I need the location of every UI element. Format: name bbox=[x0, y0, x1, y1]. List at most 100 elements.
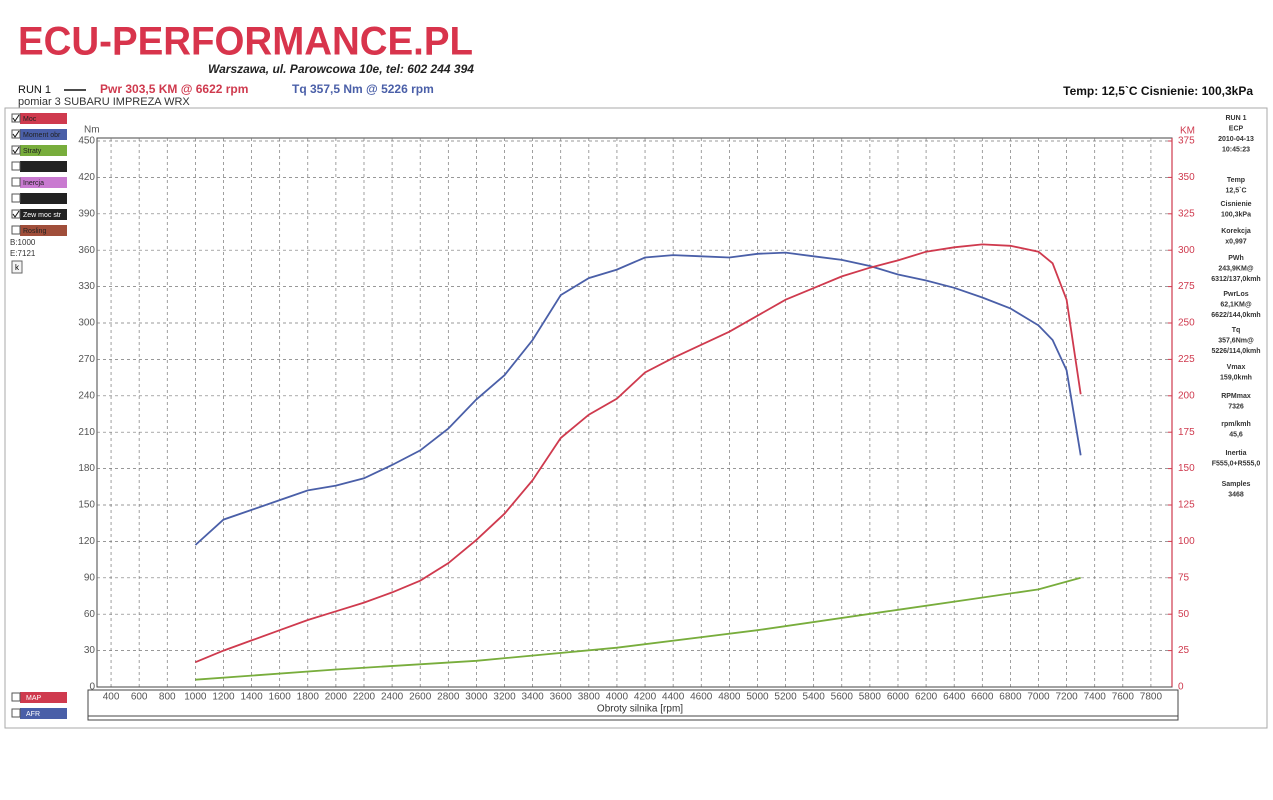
legend-swatch bbox=[20, 113, 67, 124]
checkbox[interactable] bbox=[11, 129, 21, 139]
legend-item: Rosling bbox=[23, 228, 46, 235]
logo: ECU-PERFORMANCE.PL bbox=[18, 20, 473, 64]
x-tick-label: 5600 bbox=[831, 692, 854, 703]
checkbox[interactable] bbox=[11, 113, 21, 123]
x-tick-label: 5400 bbox=[803, 692, 826, 703]
info-text: 159,0kmh bbox=[1220, 374, 1252, 381]
x-tick-label: 1600 bbox=[269, 692, 292, 703]
info-text: 6312/137,0kmh bbox=[1211, 276, 1260, 283]
x-tick-label: 2600 bbox=[409, 692, 432, 703]
legend-item: Inercja bbox=[23, 180, 44, 187]
checkbox[interactable] bbox=[11, 225, 21, 235]
checkbox[interactable] bbox=[11, 193, 21, 203]
x-tick-label: 3600 bbox=[550, 692, 573, 703]
checkbox[interactable] bbox=[11, 692, 21, 702]
y2-tick-label: 375 bbox=[1178, 136, 1195, 147]
legend-item: MAP bbox=[26, 695, 42, 702]
info-text: 10:45:23 bbox=[1222, 146, 1250, 153]
legend-item: Moc bbox=[23, 116, 37, 123]
y-tick-label: 240 bbox=[78, 390, 95, 401]
tq-summary: Tq 357,5 Nm @ 5226 rpm bbox=[292, 82, 434, 96]
y2-tick-label: 200 bbox=[1178, 390, 1195, 401]
x-tick-label: 7400 bbox=[1084, 692, 1107, 703]
info-text: 100,3kPa bbox=[1221, 211, 1251, 218]
x-tick-label: 4400 bbox=[662, 692, 685, 703]
legend-swatch bbox=[20, 225, 67, 236]
legend-item: Moment obr bbox=[23, 132, 61, 139]
checkbox[interactable] bbox=[11, 708, 21, 718]
x-tick-label: 1200 bbox=[212, 692, 235, 703]
y-tick-label: 300 bbox=[78, 318, 95, 329]
x-tick-label: 6400 bbox=[943, 692, 966, 703]
y2-tick-label: 0 bbox=[1178, 682, 1184, 693]
y-tick-label: 30 bbox=[84, 645, 96, 656]
button[interactable] bbox=[11, 260, 23, 274]
y-tick-label: 210 bbox=[78, 427, 95, 438]
info-text: RPMmax bbox=[1221, 393, 1251, 400]
run-label: RUN 1 bbox=[18, 84, 51, 96]
x-tick-label: 7200 bbox=[1055, 692, 1078, 703]
series-line bbox=[195, 243, 1082, 664]
x-tick-label: 4000 bbox=[606, 692, 629, 703]
info-text: 357,6Nm@ bbox=[1218, 337, 1254, 344]
x-tick-label: 400 bbox=[103, 692, 120, 703]
pwr-summary: Pwr 303,5 KM @ 6622 rpm bbox=[100, 82, 248, 96]
info-text: rpm/kmh bbox=[1221, 421, 1251, 428]
x-tick-label: 3400 bbox=[521, 692, 544, 703]
info-text: 45,6 bbox=[1229, 431, 1243, 438]
legend-swatch bbox=[20, 145, 67, 156]
x-tick-label: 2400 bbox=[381, 692, 404, 703]
info-text: Inertia bbox=[1225, 450, 1246, 457]
checkmark bbox=[12, 146, 20, 154]
y-tick-label: 60 bbox=[84, 609, 96, 620]
x-axis-band bbox=[87, 689, 1179, 721]
panel-frame bbox=[4, 107, 1268, 729]
y2-tick-label: 325 bbox=[1178, 208, 1195, 219]
legend-item: Zew moc str bbox=[23, 212, 62, 219]
range-label: B:1000 bbox=[10, 238, 36, 247]
info-text: Vmax bbox=[1227, 364, 1246, 371]
y2-tick-label: 25 bbox=[1178, 645, 1190, 656]
info-text: 3468 bbox=[1228, 491, 1244, 498]
info-panel: RUN 1 ECP 2010-04-13 10:45:23 Temp 12,5`C Cisn… bbox=[1211, 115, 1260, 499]
x-tick-label: 1800 bbox=[297, 692, 320, 703]
x-tick-label: 4800 bbox=[718, 692, 741, 703]
y-tick-label: 0 bbox=[89, 682, 95, 693]
y-tick-label: 180 bbox=[78, 463, 95, 474]
info-text: x0,997 bbox=[1225, 238, 1247, 245]
info-text: ECP bbox=[1229, 125, 1244, 132]
checkbox[interactable] bbox=[11, 161, 21, 171]
y2-tick-label: 100 bbox=[1178, 536, 1195, 547]
info-text: Samples bbox=[1222, 481, 1251, 488]
y2-tick-label: 50 bbox=[1178, 609, 1190, 620]
side-panel: Moc Moment obr Straty Inercja Zew moc str Ros… bbox=[10, 113, 67, 719]
y-tick-label: 330 bbox=[78, 281, 95, 292]
y2-tick-label: 275 bbox=[1178, 281, 1195, 292]
y-tick-label: 150 bbox=[78, 500, 95, 511]
checkmark bbox=[12, 210, 20, 218]
checkbox[interactable] bbox=[11, 145, 21, 155]
y-tick-label: 390 bbox=[78, 208, 95, 219]
checkbox[interactable] bbox=[11, 209, 21, 219]
x-tick-label: 2200 bbox=[353, 692, 376, 703]
address: Warszawa, ul. Parowcowa 10e, tel: 602 24… bbox=[208, 62, 474, 76]
x-tick-label: 1400 bbox=[240, 692, 263, 703]
series-line bbox=[195, 576, 1081, 681]
y2-tick-label: 225 bbox=[1178, 354, 1195, 365]
checkbox[interactable] bbox=[11, 177, 21, 187]
info-text: 2010-04-13 bbox=[1218, 136, 1254, 143]
legend-swatch bbox=[20, 193, 67, 204]
legend-swatch bbox=[20, 129, 67, 140]
x-tick-label: 7600 bbox=[1112, 692, 1135, 703]
y-tick-label: 270 bbox=[78, 354, 95, 365]
info-text: Korekcja bbox=[1221, 228, 1251, 235]
x-tick-label: 6600 bbox=[971, 692, 994, 703]
legend-item: AFR bbox=[26, 711, 40, 718]
y-tick-label: 90 bbox=[84, 572, 96, 583]
info-text: PwrLos bbox=[1223, 291, 1248, 298]
info-text: 7326 bbox=[1228, 403, 1244, 410]
checkmark bbox=[12, 130, 20, 138]
info-text: 12,5`C bbox=[1225, 187, 1246, 194]
legend-item: Straty bbox=[23, 148, 42, 155]
info-text: Cisnienie bbox=[1220, 201, 1251, 208]
